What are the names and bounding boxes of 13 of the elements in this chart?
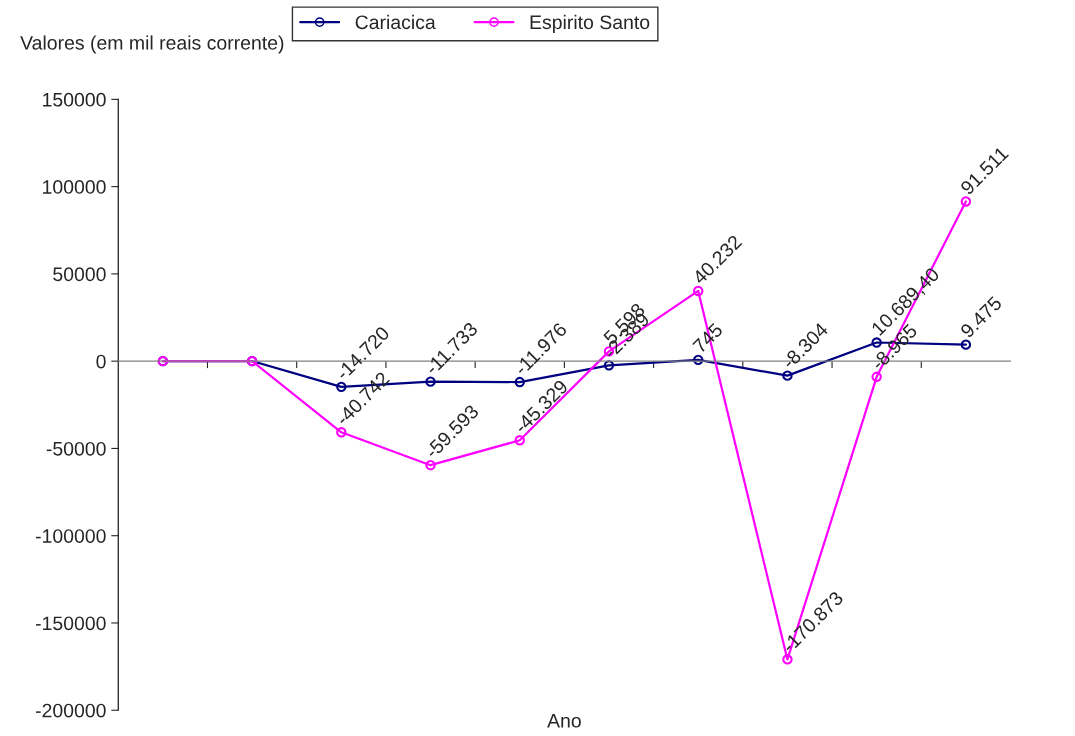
y-tick-label: 50000 (53, 267, 106, 282)
y-tick-label: 150000 (43, 92, 106, 107)
data-label: 745 (692, 322, 724, 354)
legend-label: Cariacica (355, 14, 436, 30)
y-tick-label: 0 (96, 354, 106, 369)
x-axis-title: Ano (547, 714, 581, 728)
y-axis-title: Valores (em mil reais corrente) (20, 35, 284, 54)
legend-label: Espirito Santo (530, 14, 650, 33)
y-tick-label: -150000 (35, 616, 106, 631)
y-tick-label: -50000 (46, 441, 106, 456)
y-tick-label: -100000 (35, 529, 106, 543)
y-tick-label: -200000 (35, 703, 106, 718)
y-tick-label: 100000 (43, 180, 106, 194)
